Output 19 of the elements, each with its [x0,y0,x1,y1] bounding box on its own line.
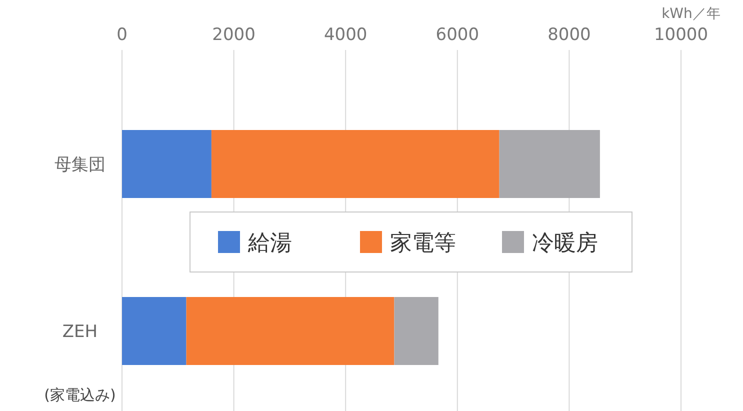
bar [122,297,186,365]
y-tick-label: 母集団 [54,155,106,175]
x-axis-title: kWh／年 [662,6,720,22]
y-tick-label: ZEH [62,322,98,342]
legend-label: 家電等 [390,231,456,256]
x-tick-label: 2000 [212,25,256,45]
bar [186,297,394,365]
x-tick-label: 4000 [324,25,368,45]
x-tick-label: 10000 [654,25,708,45]
x-tick-label: 6000 [436,25,480,45]
bar [499,130,600,198]
bar [394,297,438,365]
bar [122,130,212,198]
x-tick-label: 0 [116,25,128,45]
legend-label: 冷暖房 [532,231,598,256]
bar [211,130,500,198]
text: (家電込み) [44,386,116,404]
legend-label: 給湯 [247,231,292,256]
x-tick-label: 8000 [548,25,591,45]
